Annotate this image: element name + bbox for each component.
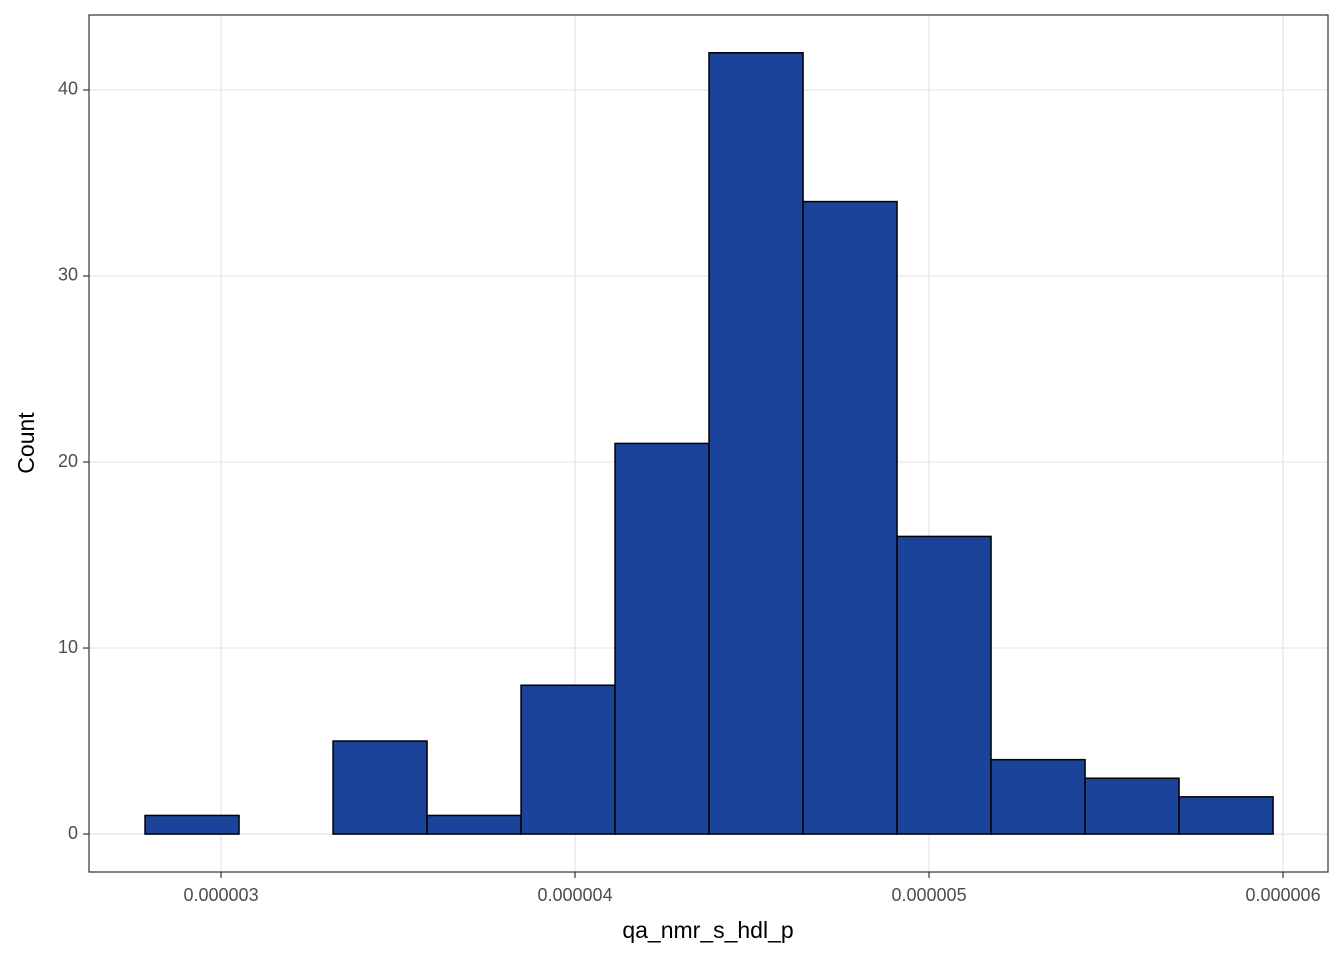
bar xyxy=(426,814,522,835)
x-tick-label: 0.000004 xyxy=(538,885,613,905)
x-tick-label: 0.000006 xyxy=(1246,885,1321,905)
y-tick-label: 10 xyxy=(58,637,78,657)
bar xyxy=(144,814,240,835)
y-tick-label: 0 xyxy=(68,823,78,843)
bar xyxy=(896,535,992,835)
bar xyxy=(614,442,710,835)
bar xyxy=(1178,796,1274,835)
bars xyxy=(144,52,1274,835)
y-tick-label: 30 xyxy=(58,265,78,285)
bar xyxy=(1084,777,1180,835)
y-tick-label: 40 xyxy=(58,79,78,99)
bar xyxy=(990,758,1086,835)
x-tick-label: 0.000003 xyxy=(184,885,259,905)
panel-border xyxy=(88,14,1329,873)
bar xyxy=(802,200,898,835)
y-tick-label: 20 xyxy=(58,451,78,471)
bar xyxy=(520,684,616,835)
x-axis-title: qa_nmr_s_hdl_p xyxy=(622,917,793,943)
x-tick-label: 0.000005 xyxy=(892,885,967,905)
y-axis-title: Count xyxy=(13,412,39,474)
bar xyxy=(708,52,804,835)
bar xyxy=(332,740,428,835)
